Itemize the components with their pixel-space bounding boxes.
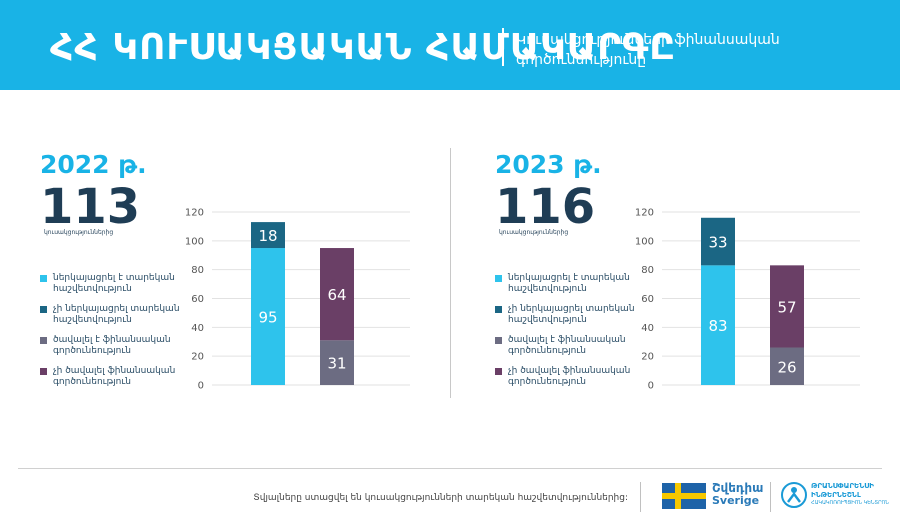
data-label: 95	[258, 309, 277, 327]
legend-label: ծավալել է ֆինանսական գործունեություն	[508, 335, 626, 356]
y-tick-label: 20	[191, 352, 204, 363]
total-count: 116	[495, 179, 596, 235]
data-label: 26	[777, 358, 796, 376]
legend-item-not-submitted: չի ներկայացրել տարեկան հաշվետվություն	[40, 304, 190, 326]
data-label: 33	[708, 234, 727, 252]
panel-divider	[450, 148, 451, 398]
y-tick-label: 80	[641, 265, 654, 276]
footer-note: Տվյալները ստացվել են կուսակցությունների …	[253, 493, 628, 503]
legend-swatch	[40, 275, 47, 282]
legend-swatch	[495, 337, 502, 344]
y-tick-label: 0	[198, 381, 204, 392]
y-tick-label: 60	[641, 294, 654, 305]
legend-item-not-disclosed: չի ծավալել ֆինանսական գործունեություն	[495, 366, 645, 388]
panel-2023: 2023 թ. 116 կուսակցություններից ներկայաց…	[495, 145, 900, 405]
bar-chart-2023: 0 20 40 60 80 100 120 83 33 26 57	[635, 208, 860, 392]
legend-swatch	[495, 306, 502, 313]
bar-segment	[320, 340, 354, 385]
y-tick-label: 80	[191, 265, 204, 276]
page-title: ՀՀ ԿՈՒՍԱԿՑԱԿԱՆ ՀԱՄԱԿԱՐԳԸ	[50, 27, 677, 68]
year-label: 2022 թ.	[40, 150, 147, 179]
panel-2022: 2022 թ. 113 կուսակցություններից ներկայաց…	[40, 145, 460, 405]
transparency-logo-subtitle: ՀԱԿԱԿՈՌՈՒՊՑԻՈՆ ԿԵՆՏՐՈՆ	[811, 500, 889, 506]
legend-swatch	[40, 337, 47, 344]
y-tick-label: 100	[635, 236, 654, 247]
sweden-logo-name: Շվեդիա	[712, 481, 764, 495]
bar-segment	[770, 347, 804, 385]
page-subtitle: Կուսակցությունների ֆինանսական գործունեու…	[516, 32, 780, 68]
legend-item-submitted: ներկայացրել է տարեկան հաշվետվություն	[40, 273, 190, 295]
y-tick-label: 60	[191, 294, 204, 305]
bar-chart-2022: 0 20 40 60 80 100 120 95 18 31 64	[185, 208, 410, 392]
total-caption: կուսակցություններից	[44, 229, 114, 236]
data-label: 64	[327, 286, 346, 304]
y-tick-label: 120	[635, 208, 654, 219]
total-count: 113	[40, 179, 141, 235]
legend-label: չի ներկայացրել տարեկան հաշվետվություն	[508, 304, 635, 325]
y-tick-label: 40	[191, 323, 204, 334]
bar-segment	[770, 265, 804, 348]
data-label: 83	[708, 317, 727, 335]
y-tick-label: 40	[641, 323, 654, 334]
legend-item-submitted: ներկայացրել է տարեկան հաշվետվություն	[495, 273, 645, 295]
legend-swatch	[40, 368, 47, 375]
legend-swatch	[495, 275, 502, 282]
legend-item-not-disclosed: չի ծավալել ֆինանսական գործունեություն	[40, 366, 190, 388]
header-banner: ՀՀ ԿՈՒՍԱԿՑԱԿԱՆ ՀԱՄԱԿԱՐԳԸ Կուսակցությունն…	[0, 0, 900, 90]
legend-item-disclosed: ծավալել է ֆինանսական գործունեություն	[495, 335, 645, 357]
transparency-logo-name: ԹՐԱՆՍՓԱՐԵՆՍԻ ԻՆԹԵՐՆԵՇՆԼ	[811, 482, 874, 499]
y-tick-label: 120	[185, 208, 204, 219]
legend-item-disclosed: ծավալել է ֆինանսական գործունեություն	[40, 335, 190, 357]
y-tick-label: 0	[648, 381, 654, 392]
bar-segment	[251, 248, 285, 385]
bar-segment	[251, 222, 285, 249]
legend-label: ներկայացրել է տարեկան հաշվետվություն	[53, 273, 175, 294]
legend-item-not-submitted: չի ներկայացրել տարեկան հաշվետվություն	[495, 304, 645, 326]
legend: ներկայացրել է տարեկան հաշվետվություն չի …	[40, 273, 190, 397]
y-tick-label: 20	[641, 352, 654, 363]
legend-label: չի ծավալել ֆինանսական գործունեություն	[53, 366, 176, 387]
data-label: 31	[327, 355, 346, 373]
transparency-logo-icon	[781, 482, 807, 508]
footer-divider	[640, 482, 641, 512]
data-label: 57	[777, 298, 796, 316]
legend-label: չի ներկայացրել տարեկան հաշվետվություն	[53, 304, 180, 325]
bar-segment	[320, 248, 354, 341]
sweden-flag-icon	[662, 483, 706, 509]
year-label: 2023 թ.	[495, 150, 602, 179]
legend-swatch	[495, 368, 502, 375]
legend-label: ներկայացրել է տարեկան հաշվետվություն	[508, 273, 630, 294]
data-label: 18	[258, 227, 277, 245]
footer-divider	[770, 482, 771, 512]
footer-divider-line	[18, 468, 882, 469]
legend: ներկայացրել է տարեկան հաշվետվություն չի …	[495, 273, 645, 397]
header-divider	[502, 28, 504, 66]
legend-label: չի ծավալել ֆինանսական գործունեություն	[508, 366, 631, 387]
bar-segment	[701, 265, 735, 385]
legend-label: ծավալել է ֆինանսական գործունեություն	[53, 335, 171, 356]
legend-swatch	[40, 306, 47, 313]
bar-segment	[701, 217, 735, 266]
total-caption: կուսակցություններից	[499, 229, 569, 236]
sweden-logo-subtitle: Sverige	[712, 494, 760, 507]
y-tick-label: 100	[185, 236, 204, 247]
